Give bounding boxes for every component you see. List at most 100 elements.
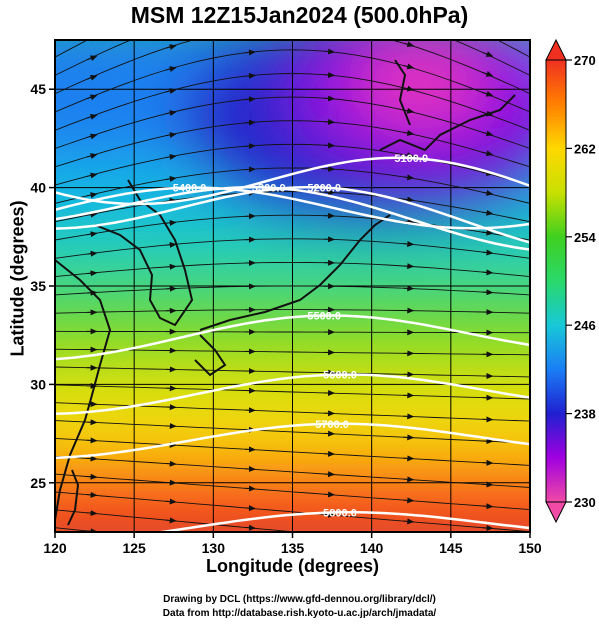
height-contour xyxy=(55,186,530,230)
x-tick-label: 140 xyxy=(360,540,384,556)
credit-data: Data from http://database.rish.kyoto-u.a… xyxy=(162,608,437,619)
wind-arrow xyxy=(86,231,98,238)
colorbar-tick-label: 262 xyxy=(574,141,596,156)
contour-label: 5300.0 xyxy=(252,183,286,195)
wind-arrow xyxy=(165,263,177,270)
streamline xyxy=(55,120,530,168)
height-contour xyxy=(55,422,530,460)
streamline xyxy=(55,143,530,186)
colorbar-min-arrow xyxy=(545,501,567,524)
wind-arrow xyxy=(482,170,494,177)
wind-arrow xyxy=(403,41,415,48)
wind-arrow xyxy=(403,152,415,159)
y-tick-label: 25 xyxy=(30,475,46,491)
streamline xyxy=(55,40,530,76)
wind-arrow xyxy=(324,95,336,102)
china-coast xyxy=(55,259,112,521)
wind-arrow xyxy=(403,518,415,525)
wind-arrow xyxy=(165,197,177,204)
wind-arrow xyxy=(482,524,494,531)
wind-arrow xyxy=(86,455,98,462)
height-contours: 5100.0 5200.0 5300.0 5400.0 5500.0 5600.0 5700… xyxy=(55,153,530,532)
colorbar-gradient xyxy=(545,59,567,503)
taiwan-coast xyxy=(67,469,80,526)
wind-arrow xyxy=(245,547,255,548)
wind-arrow xyxy=(403,263,415,270)
contour-label: 5700.0 xyxy=(315,419,349,431)
wind-arrow xyxy=(324,511,336,518)
wind-arrow xyxy=(86,510,98,517)
wind-arrow xyxy=(324,71,336,78)
wind-arrow xyxy=(482,481,494,488)
wind-arrow xyxy=(324,4,334,5)
streamline xyxy=(55,96,530,149)
contour-label: 5400.0 xyxy=(173,183,207,195)
wind-arrow xyxy=(482,269,494,276)
streamline xyxy=(55,437,530,466)
streamline xyxy=(55,473,530,511)
x-tick-label: 125 xyxy=(122,540,146,556)
wind-arrow xyxy=(324,471,336,478)
wind-arrow xyxy=(166,24,176,27)
wind-arrow xyxy=(483,12,493,16)
streamline xyxy=(55,285,530,296)
wind-arrow xyxy=(482,130,494,137)
streamline xyxy=(55,191,530,223)
wind-arrow xyxy=(245,29,255,30)
wind-arrow xyxy=(86,211,98,218)
contour-label: 5200.0 xyxy=(307,183,341,195)
height-contour xyxy=(55,185,530,244)
wind-arrow xyxy=(482,150,494,157)
wind-arrow xyxy=(86,153,98,159)
wind-arrow xyxy=(86,74,98,81)
colorbar: 230 238 246 254 262 270 xyxy=(545,38,596,524)
wind-arrow xyxy=(244,96,256,103)
streamline xyxy=(55,402,530,422)
streamline xyxy=(55,366,530,378)
kyushu-coast xyxy=(194,334,227,377)
wind-arrow xyxy=(244,49,256,56)
streamline xyxy=(55,40,530,95)
x-tick-label: 130 xyxy=(202,540,226,556)
wind-arrow xyxy=(87,17,97,21)
wind-arrow xyxy=(165,44,177,51)
wind-arrow xyxy=(403,174,415,181)
wind-arrow xyxy=(403,21,413,24)
wind-arrow xyxy=(482,229,494,236)
wind-arrow xyxy=(403,497,415,504)
wind-arrow xyxy=(483,32,493,36)
credit-drawing: Drawing by DCL (https://www.gfd-dennou.o… xyxy=(163,594,436,605)
wind-arrow xyxy=(245,5,255,6)
wind-arrow xyxy=(244,465,256,472)
wind-arrow xyxy=(165,219,177,226)
y-tick-label: 45 xyxy=(30,81,46,97)
streamline xyxy=(55,238,530,259)
wind-arrow xyxy=(87,0,97,2)
colorbar-tick-label: 230 xyxy=(574,495,596,510)
wind-arrow xyxy=(86,491,98,498)
wind-arrow xyxy=(324,28,334,29)
height-contour xyxy=(55,314,530,361)
wind-arrow xyxy=(403,85,415,92)
wind-arrow xyxy=(324,118,336,125)
wind-arrow xyxy=(166,2,176,5)
wind-arrow xyxy=(86,133,98,140)
contour-label: 5100.0 xyxy=(394,153,428,165)
wind-arrow xyxy=(165,110,177,116)
wind-arrow xyxy=(165,460,177,467)
wind-arrow xyxy=(244,505,256,512)
contour-label: 5500.0 xyxy=(307,311,341,323)
y-tick-label: 35 xyxy=(30,278,46,294)
wind-arrow xyxy=(165,517,177,524)
streamline xyxy=(55,167,530,204)
wind-arrow xyxy=(86,192,98,199)
wind-arrow xyxy=(86,114,98,120)
coastlines xyxy=(55,59,516,526)
streamline xyxy=(55,420,530,444)
wind-arrow xyxy=(86,473,98,480)
wind-arrow xyxy=(165,175,177,182)
wind-arrow xyxy=(86,94,98,101)
korea-coast xyxy=(94,179,194,327)
wind-arrow xyxy=(403,542,413,543)
